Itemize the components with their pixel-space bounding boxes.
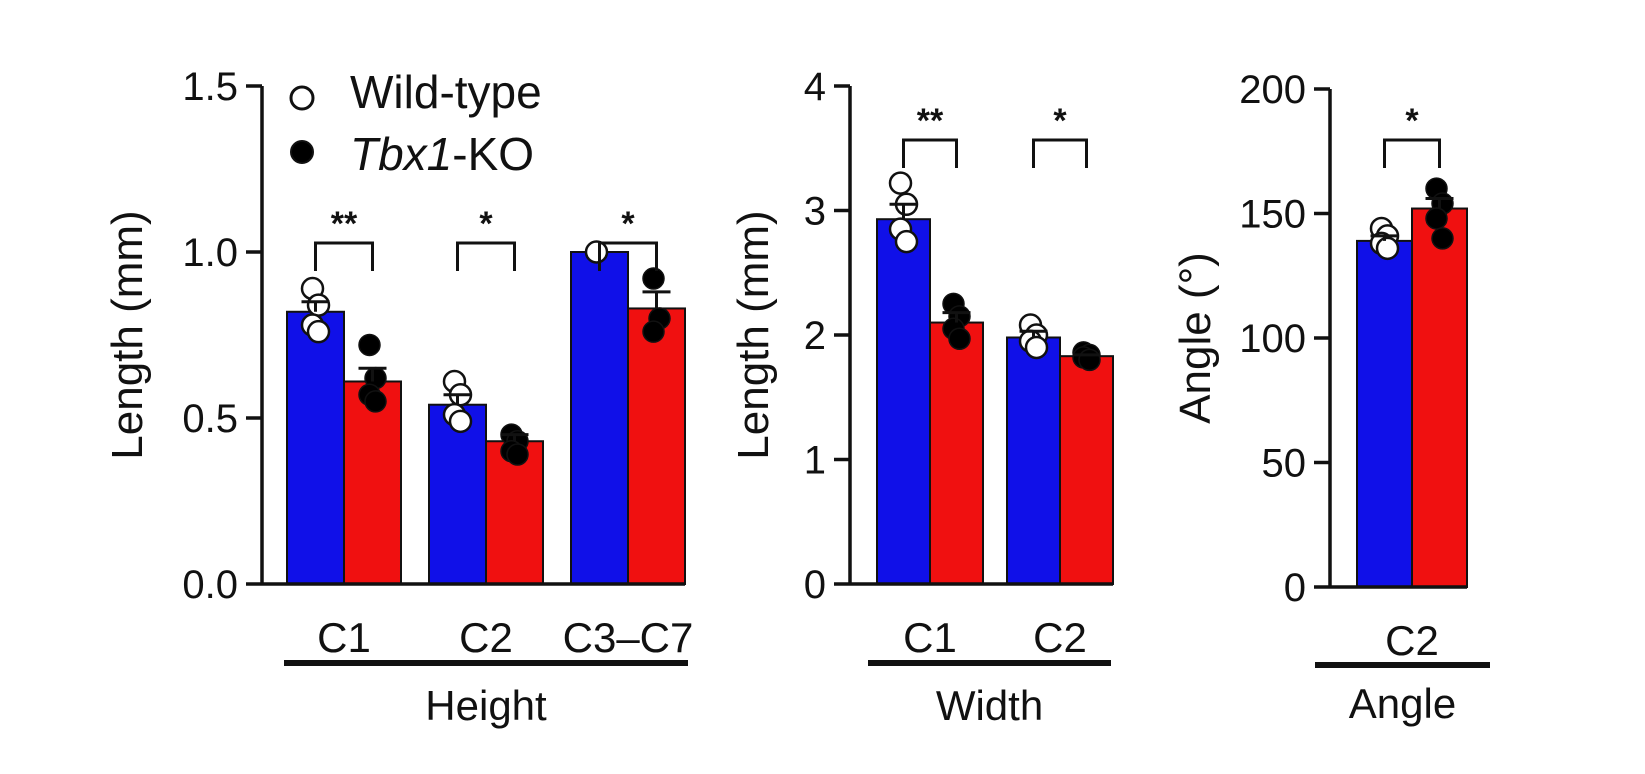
significance-label: * [1053,102,1067,140]
legend-ko-label: Tbx1-KO [350,128,534,180]
significance-bracket [1032,138,1088,168]
data-point [642,320,665,343]
data-point [894,229,919,254]
significance-bracket [598,241,658,271]
data-point [358,333,381,357]
significance-bracket [314,241,374,271]
group-label: Height [425,682,547,729]
y-axis-title: Angle (°) [1171,252,1220,424]
y-tick-label: 2 [804,314,826,358]
y-tick-label: 0.0 [182,563,238,607]
legend-wild-type-marker [289,85,315,111]
significance-bracket [902,138,958,168]
bar-tbx1-ko-c3c7 [627,307,686,585]
data-point [506,443,529,466]
data-point [584,240,609,264]
data-point [1078,348,1101,372]
bar-wild-type-c2 [1356,239,1413,588]
bar-wild-type-c2 [428,403,487,585]
data-point [642,267,665,290]
bar-wild-type-c2 [1006,336,1061,585]
y-tick-label: 0 [804,563,826,607]
group-label: Width [936,682,1043,729]
bar-wild-type-c3c7 [570,251,629,585]
data-point [1024,335,1049,360]
data-point [948,327,971,350]
y-tick-label: 50 [1262,442,1307,486]
bar-wild-type-c1 [876,218,931,585]
group-label: Angle [1349,680,1456,727]
y-tick-label: 0.5 [182,397,238,441]
category-label: C3–C7 [563,614,694,661]
legend: Wild-type Tbx1-KO [289,66,542,180]
category-label: C1 [317,614,371,661]
y-axis-title: Length (mm) [729,210,778,459]
width-panel: ** C1 * C2 0 1 2 3 4 Length (mm) Width [729,65,1114,729]
y-tick-label: 1.0 [182,231,238,275]
angle-panel: * C2 0 50 100 150 200 Angle (°) Angle [1171,68,1490,727]
data-point [306,319,331,344]
legend-ko-suffix: -KO [452,128,534,180]
y-tick-label: 1 [804,439,826,483]
significance-bracket [456,241,516,271]
significance-label: * [479,205,493,243]
legend-ko-italic: Tbx1 [350,128,452,180]
y-tick-label: 3 [804,190,826,234]
data-point [888,171,913,195]
bar-tbx1-ko-c2 [1059,355,1114,586]
data-point [1431,227,1454,250]
category-label: C2 [1385,617,1439,664]
category-label: C1 [903,614,957,661]
significance-label: ** [331,205,358,243]
bar-tbx1-ko-c2 [1411,207,1468,589]
data-point [1425,207,1448,230]
y-tick-label: 100 [1239,317,1306,361]
height-panel: ** C1 * C2 * C3–C7 0.0 0.5 1.0 1.5 Length (mm) Heig… [103,65,693,729]
bar-wild-type-c1 [286,310,345,585]
data-point [1375,236,1400,261]
data-point [364,390,387,413]
bar-tbx1-ko-c1 [929,321,984,585]
category-label: C2 [459,614,513,661]
significance-label: ** [917,102,944,140]
y-tick-label: 4 [804,65,826,109]
y-tick-label: 1.5 [182,65,238,109]
category-label: C2 [1033,614,1087,661]
y-tick-label: 0 [1284,566,1306,610]
data-point [306,293,331,317]
significance-bracket [1383,138,1441,168]
significance-label: * [621,205,635,243]
legend-wild-type-label: Wild-type [350,66,542,118]
y-tick-label: 200 [1239,68,1306,112]
bar-tbx1-ko-c1 [343,380,402,586]
legend-ko-marker [290,140,314,164]
y-tick-label: 150 [1239,193,1306,237]
data-point [448,409,473,434]
significance-label: * [1405,102,1419,140]
y-axis-title: Length (mm) [103,210,152,459]
